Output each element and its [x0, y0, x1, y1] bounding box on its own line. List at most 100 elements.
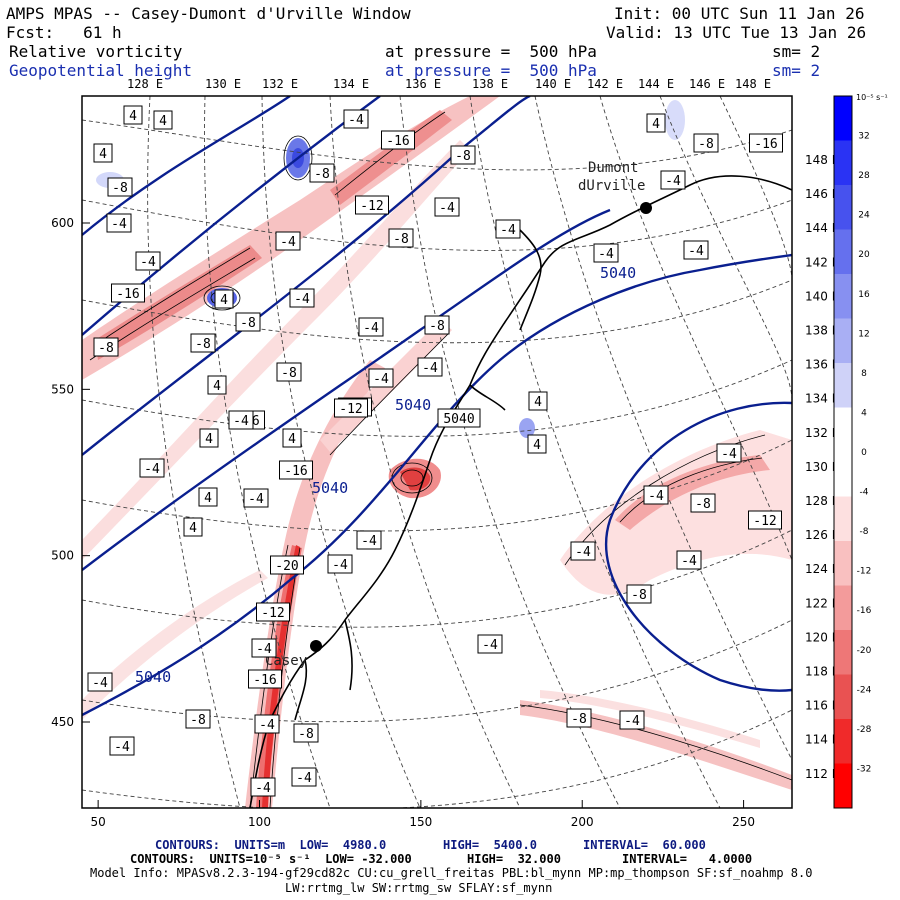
svg-text:-4: -4: [114, 740, 130, 755]
right-longitude-label: 122 E: [805, 596, 839, 610]
colorbar-label: 16: [858, 290, 870, 300]
vorticity-contour-label: -12: [355, 195, 389, 215]
vorticity-contour-label: 4: [527, 434, 547, 454]
svg-text:-4: -4: [688, 244, 704, 259]
vorticity-contour-label: 4: [214, 289, 234, 309]
top-longitude-label: 146 E: [689, 77, 726, 91]
field2-smoothing: sm= 2: [772, 61, 821, 80]
colorbar-swatch: [834, 274, 852, 319]
svg-text:-4: -4: [624, 714, 640, 729]
svg-text:-4: -4: [500, 223, 516, 238]
top-longitude-label: 128 E: [127, 77, 164, 91]
model-physics-info: LW:rrtmg_lw SW:rrtmg_sw SFLAY:sf_mynn: [285, 881, 553, 895]
vorticity-contour-label: -12: [256, 602, 290, 622]
vorticity-contour-label: 4: [282, 428, 302, 448]
vorticity-contour-label: -8: [107, 177, 133, 197]
svg-text:-4: -4: [296, 771, 312, 786]
colorbar-swatch: [834, 140, 852, 186]
field1-name: Relative vorticity: [9, 42, 183, 61]
svg-text:-4: -4: [248, 492, 264, 507]
vorticity-contours: [89, 111, 792, 808]
top-longitude-label: 140 E: [535, 77, 572, 91]
vorticity-contour-label: -4: [477, 634, 503, 654]
colorbar-swatch: [834, 229, 852, 275]
vorticity-contour-label: -4: [368, 368, 394, 388]
svg-text:4: 4: [213, 379, 221, 394]
svg-text:-4: -4: [575, 545, 591, 560]
forecast-hour: Fcst: 61 h: [6, 23, 122, 42]
vorticity-contour-label: -4: [417, 357, 443, 377]
svg-text:-8: -8: [195, 337, 211, 352]
vorticity-contour-label: 4: [199, 428, 219, 448]
vorticity-contour-label: 4: [198, 487, 218, 507]
svg-text:-8: -8: [429, 319, 445, 334]
svg-text:4: 4: [534, 395, 542, 410]
field2-name: Geopotential height: [9, 61, 193, 80]
right-longitude-label: 130 E: [805, 460, 839, 474]
colorbar-swatch: [834, 363, 852, 408]
top-longitude-label: 144 E: [638, 77, 675, 91]
vorticity-contour-label: -8: [693, 133, 719, 153]
svg-text:5040: 5040: [443, 412, 474, 427]
vorticity-contour-label: 5040: [437, 408, 481, 428]
colorbar-swatch: [834, 674, 852, 720]
height-label: 5040: [135, 668, 171, 686]
vorticity-contour-label: -4: [109, 736, 135, 756]
top-longitude-label: 136 E: [405, 77, 442, 91]
colorbar-label: -16: [857, 606, 872, 616]
height-label: 5040: [395, 396, 431, 414]
vorticity-contour-label: 4: [153, 110, 173, 130]
height-label: 5040: [600, 264, 636, 282]
colorbar-swatch: [834, 496, 852, 542]
svg-text:-8: -8: [695, 497, 711, 512]
x-tick-label: 100: [248, 815, 271, 829]
vorticity-contour-label: -4: [135, 251, 161, 271]
height-label: 5040: [312, 479, 348, 497]
right-longitude-label: 132 E: [805, 426, 839, 440]
svg-text:-8: -8: [393, 232, 409, 247]
vorticity-contour-label: -4: [343, 109, 369, 129]
vorticity-contour-label: -4: [643, 485, 669, 505]
vorticity-contour-label: -8: [235, 312, 261, 332]
vorticity-contour-label: -8: [276, 362, 302, 382]
vorticity-contour-label: -16: [111, 283, 145, 303]
x-tick-label: 150: [409, 815, 432, 829]
svg-text:-4: -4: [363, 321, 379, 336]
right-longitude-label: 138 E: [805, 324, 839, 338]
vorticity-contour-label: 4: [646, 113, 666, 133]
colorbar-label: 32: [858, 132, 869, 142]
svg-text:-4: -4: [140, 255, 156, 270]
vorticity-contour-label: -4: [660, 170, 686, 190]
svg-text:-16: -16: [284, 464, 307, 479]
colorbar-swatch: [834, 185, 852, 230]
svg-text:-4: -4: [259, 718, 275, 733]
right-longitude-labels: 148 E 146 E 144 E 142 E 140 E 138 E 136 E 134 E…: [805, 153, 839, 781]
dumont-station-marker: [640, 202, 652, 214]
colorbar-label: 8: [861, 369, 867, 379]
vorticity-contour-label: -4: [356, 530, 382, 550]
svg-text:-4: -4: [361, 534, 377, 549]
right-longitude-label: 136 E: [805, 358, 839, 372]
svg-text:-12: -12: [360, 199, 383, 214]
svg-text:-16: -16: [754, 137, 777, 152]
colorbar-label: -12: [857, 567, 872, 577]
vorticity-contour-label: -16: [248, 669, 282, 689]
colorbar: 10⁻⁵ s⁻¹ 32 28 24 20 16 12 8 4 0 -4 -8 -12 -16 -20 -24…: [833, 93, 888, 809]
right-longitude-label: 112 E: [805, 767, 839, 781]
height-contour-info: CONTOURS: UNITS=m LOW= 4980.0: [155, 838, 387, 852]
svg-text:-16: -16: [386, 134, 409, 149]
dumont-label: Dumont: [588, 160, 639, 176]
colorbar-label: -32: [857, 764, 872, 774]
svg-text:-4: -4: [648, 489, 664, 504]
svg-text:-4: -4: [233, 414, 249, 429]
colorbar-label: -8: [860, 527, 869, 537]
svg-text:-4: -4: [294, 292, 310, 307]
svg-text:-4: -4: [348, 113, 364, 128]
field1-level: at pressure = 500 hPa: [385, 42, 597, 61]
vorticity-contour-label: -8: [309, 163, 335, 183]
right-longitude-label: 118 E: [805, 665, 839, 679]
right-longitude-label: 134 E: [805, 392, 839, 406]
vorticity-contour-label: -4: [593, 243, 619, 263]
svg-text:4: 4: [652, 117, 660, 132]
vorticity-contour-label: -4: [254, 714, 280, 734]
